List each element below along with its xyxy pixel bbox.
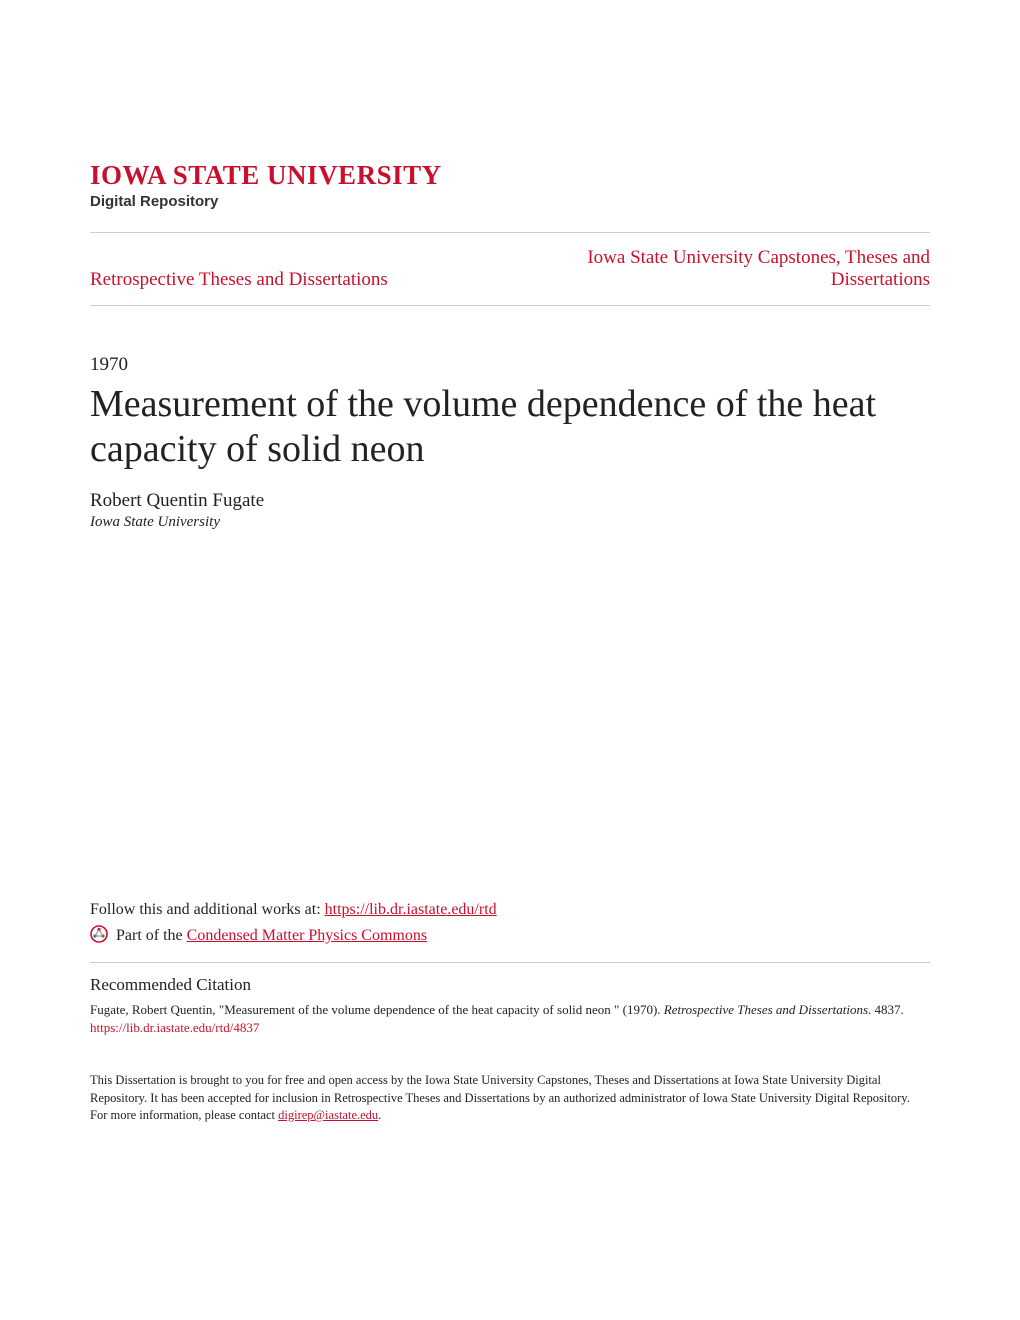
contact-email-link[interactable]: digirep@iastate.edu (278, 1108, 378, 1122)
collection-link-left[interactable]: Retrospective Theses and Dissertations (90, 269, 388, 291)
logo-line1: Iowa State University (90, 160, 930, 191)
institution-logo: Iowa State University Digital Repository (90, 160, 930, 210)
recommended-citation-heading: Recommended Citation (90, 975, 930, 995)
publication-year: 1970 (90, 354, 930, 376)
collection-link-right[interactable]: Iowa State University Capstones, Theses … (510, 247, 930, 291)
citation-text: Fugate, Robert Quentin, "Measurement of … (90, 1001, 930, 1019)
part-of-prefix: Part of the (116, 927, 187, 944)
breadcrumb-nav: Retrospective Theses and Dissertations I… (90, 232, 930, 306)
follow-prefix: Follow this and additional works at: (90, 901, 325, 918)
access-statement: This Dissertation is brought to you for … (90, 1072, 930, 1125)
author-name: Robert Quentin Fugate (90, 490, 930, 512)
citation-italic-series: Retrospective Theses and Dissertations (664, 1002, 868, 1017)
permalink[interactable]: https://lib.dr.iastate.edu/rtd/4837 (90, 1020, 930, 1036)
document-title: Measurement of the volume dependence of … (90, 382, 930, 472)
footer-text-before: This Dissertation is brought to you for … (90, 1073, 910, 1122)
citation-before-italic: Fugate, Robert Quentin, "Measurement of … (90, 1002, 664, 1017)
repository-url-link[interactable]: https://lib.dr.iastate.edu/rtd (325, 901, 497, 918)
recommended-citation-section: Recommended Citation Fugate, Robert Quen… (90, 975, 930, 1037)
logo-line2: Digital Repository (90, 193, 930, 210)
section-divider (90, 962, 930, 963)
discipline-commons-link[interactable]: Condensed Matter Physics Commons (187, 927, 427, 944)
footer-text-after: . (378, 1108, 381, 1122)
network-icon (90, 925, 108, 948)
follow-section: Follow this and additional works at: htt… (90, 901, 930, 948)
citation-after-italic: . 4837. (868, 1002, 904, 1017)
author-affiliation: Iowa State University (90, 514, 930, 531)
